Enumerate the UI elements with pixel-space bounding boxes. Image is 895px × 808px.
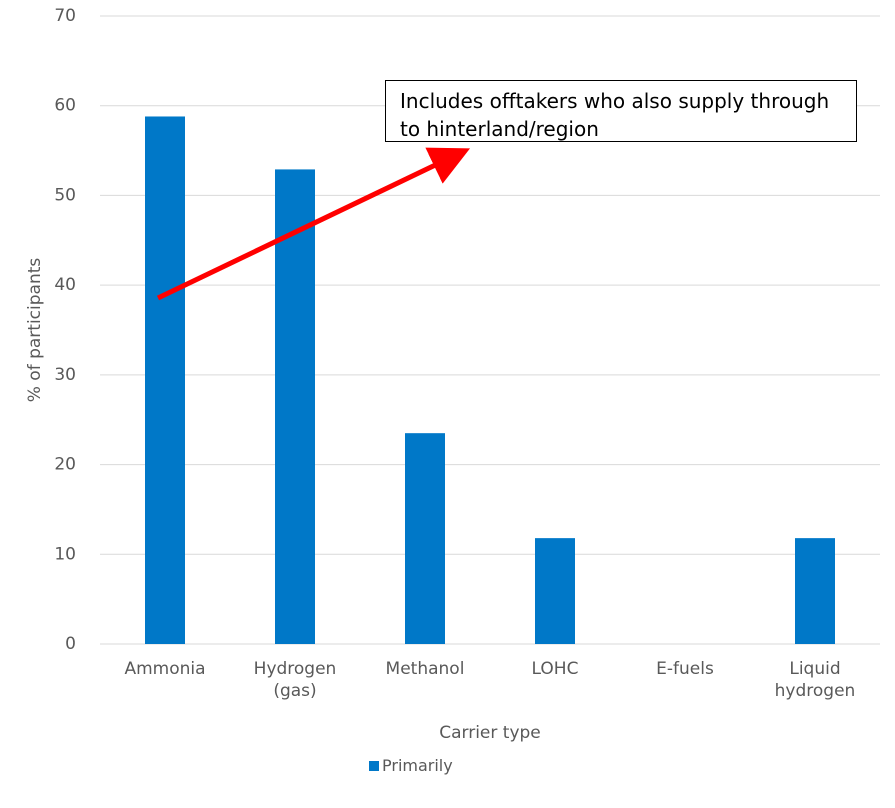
x-tick-label: E-fuels bbox=[656, 659, 714, 679]
x-tick-label: Hydrogen (gas) bbox=[253, 659, 337, 701]
legend: Primarily bbox=[369, 756, 453, 775]
bar bbox=[405, 433, 445, 644]
y-tick-label: 60 bbox=[54, 96, 76, 116]
x-tick-label: LOHC bbox=[531, 659, 579, 679]
legend-label: Primarily bbox=[382, 756, 453, 775]
annotation-arrow bbox=[156, 147, 471, 301]
x-tick-label: Ammonia bbox=[124, 659, 206, 679]
y-tick-label: 70 bbox=[54, 6, 76, 26]
y-tick-label: 30 bbox=[54, 365, 76, 385]
y-axis-label: % of participants bbox=[25, 258, 45, 403]
bar bbox=[275, 169, 315, 644]
x-tick-label: Liquid hydrogen bbox=[774, 659, 856, 701]
y-tick-label: 20 bbox=[54, 455, 76, 475]
x-axis-label: Carrier type bbox=[439, 723, 541, 743]
y-tick-label: 10 bbox=[54, 544, 76, 564]
bar bbox=[145, 116, 185, 645]
y-tick-label: 0 bbox=[65, 634, 76, 654]
y-tick-label: 50 bbox=[54, 185, 76, 205]
x-tick-label: Methanol bbox=[385, 659, 465, 679]
y-tick-label: 40 bbox=[54, 275, 76, 295]
annotation-box: Includes offtakers who also supply throu… bbox=[385, 80, 857, 142]
legend-swatch bbox=[369, 760, 379, 771]
bar bbox=[535, 538, 575, 644]
bar bbox=[795, 538, 835, 644]
